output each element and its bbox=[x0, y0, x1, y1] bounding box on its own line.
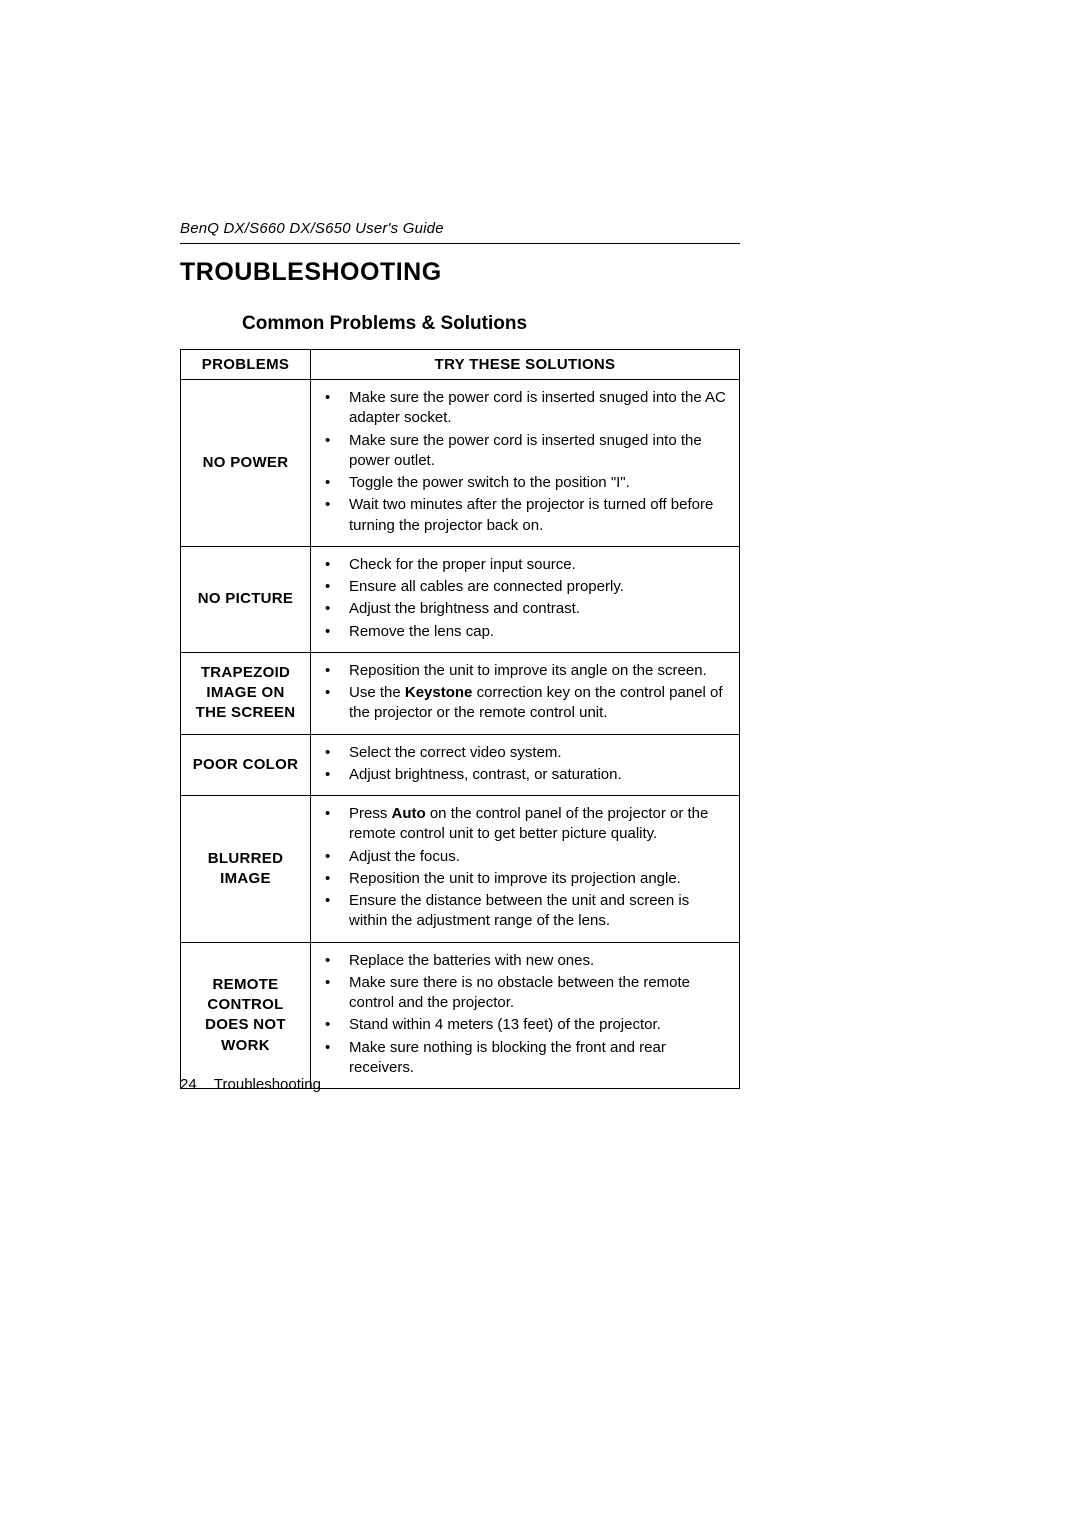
table-row: REMOTE CONTROL DOES NOT WORKReplace the … bbox=[181, 942, 740, 1089]
solution-item: Ensure the distance between the unit and… bbox=[321, 891, 729, 932]
table-row: TRAPEZOID IMAGE ON THE SCREEN Reposition … bbox=[181, 652, 740, 734]
solution-item: Adjust brightness, contrast, or saturati… bbox=[321, 765, 729, 785]
problem-cell: BLURRED IMAGE bbox=[181, 796, 311, 943]
page-content: BenQ DX/S660 DX/S650 User's Guide TROUBL… bbox=[180, 220, 740, 1089]
solutions-cell: Select the correct video system.Adjust b… bbox=[311, 734, 740, 796]
solutions-list: Make sure the power cord is inserted snu… bbox=[321, 388, 729, 536]
solution-item: Check for the proper input source. bbox=[321, 555, 729, 575]
footer-section: Troubleshooting bbox=[214, 1076, 321, 1093]
solution-item: Ensure all cables are connected properly… bbox=[321, 577, 729, 597]
problem-cell: REMOTE CONTROL DOES NOT WORK bbox=[181, 942, 311, 1089]
solutions-list: Check for the proper input source.Ensure… bbox=[321, 555, 729, 642]
solution-item: Select the correct video system. bbox=[321, 743, 729, 763]
running-head: BenQ DX/S660 DX/S650 User's Guide bbox=[180, 220, 740, 244]
table-header-row: PROBLEMS TRY THESE SOLUTIONS bbox=[181, 350, 740, 380]
solution-item: Make sure there is no obstacle between t… bbox=[321, 973, 729, 1014]
solution-item: Toggle the power switch to the position … bbox=[321, 473, 729, 493]
solutions-cell: Reposition the unit to improve its angle… bbox=[311, 652, 740, 734]
solution-item: Make sure the power cord is inserted snu… bbox=[321, 431, 729, 472]
solutions-list: Select the correct video system.Adjust b… bbox=[321, 743, 729, 786]
solutions-cell: Make sure the power cord is inserted snu… bbox=[311, 380, 740, 547]
solution-item: Make sure nothing is blocking the front … bbox=[321, 1038, 729, 1079]
solution-item: Wait two minutes after the projector is … bbox=[321, 495, 729, 536]
solutions-cell: Replace the batteries with new ones.Make… bbox=[311, 942, 740, 1089]
problem-cell: TRAPEZOID IMAGE ON THE SCREEN bbox=[181, 652, 311, 734]
solution-item: Replace the batteries with new ones. bbox=[321, 951, 729, 971]
solution-item: Remove the lens cap. bbox=[321, 622, 729, 642]
solutions-cell: Press Auto on the control panel of the p… bbox=[311, 796, 740, 943]
solutions-list: Replace the batteries with new ones.Make… bbox=[321, 951, 729, 1079]
solutions-list: Press Auto on the control panel of the p… bbox=[321, 804, 729, 932]
problem-cell: POOR COLOR bbox=[181, 734, 311, 796]
page-number: 24 bbox=[180, 1076, 210, 1093]
col-header-solutions: TRY THESE SOLUTIONS bbox=[311, 350, 740, 380]
solution-item: Reposition the unit to improve its angle… bbox=[321, 661, 729, 681]
solution-item: Use the Keystone correction key on the c… bbox=[321, 683, 729, 724]
table-row: NO POWERMake sure the power cord is inse… bbox=[181, 380, 740, 547]
table-row: BLURRED IMAGEPress Auto on the control p… bbox=[181, 796, 740, 943]
troubleshooting-table: PROBLEMS TRY THESE SOLUTIONS NO POWERMak… bbox=[180, 349, 740, 1089]
solution-item: Press Auto on the control panel of the p… bbox=[321, 804, 729, 845]
solutions-list: Reposition the unit to improve its angle… bbox=[321, 661, 729, 724]
col-header-problems: PROBLEMS bbox=[181, 350, 311, 380]
solution-item: Adjust the brightness and contrast. bbox=[321, 599, 729, 619]
solution-item: Adjust the focus. bbox=[321, 847, 729, 867]
problem-cell: NO POWER bbox=[181, 380, 311, 547]
solution-item: Stand within 4 meters (13 feet) of the p… bbox=[321, 1015, 729, 1035]
problem-cell: NO PICTURE bbox=[181, 546, 311, 652]
solutions-cell: Check for the proper input source.Ensure… bbox=[311, 546, 740, 652]
solution-item: Make sure the power cord is inserted snu… bbox=[321, 388, 729, 429]
page-footer: 24 Troubleshooting bbox=[180, 1076, 321, 1093]
page-subheading: Common Problems & Solutions bbox=[242, 313, 740, 335]
page-heading: TROUBLESHOOTING bbox=[180, 258, 740, 287]
table-row: POOR COLORSelect the correct video syste… bbox=[181, 734, 740, 796]
solution-item: Reposition the unit to improve its proje… bbox=[321, 869, 729, 889]
table-row: NO PICTURECheck for the proper input sou… bbox=[181, 546, 740, 652]
